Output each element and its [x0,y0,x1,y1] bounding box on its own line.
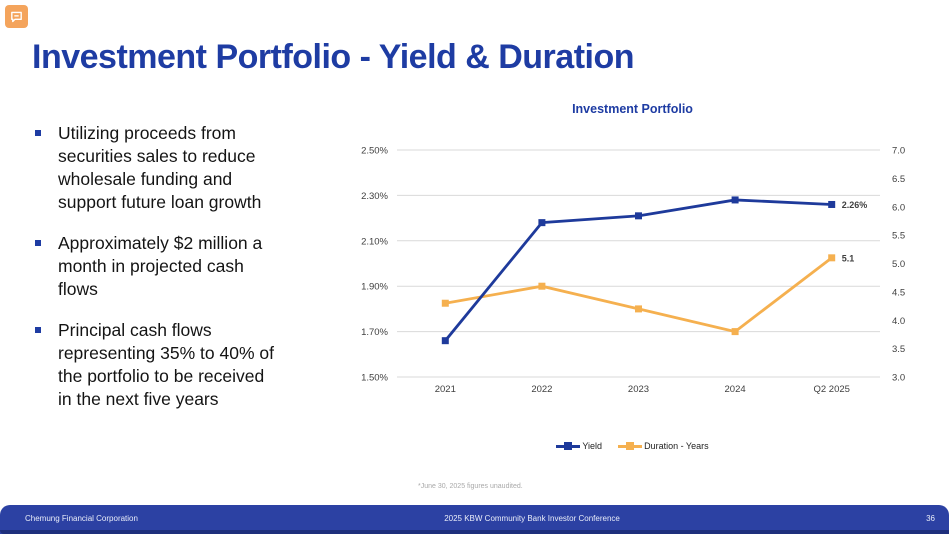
bullet-marker [35,327,41,333]
legend-label: Yield [582,441,603,451]
bullet-item: Principal cash flows representing 35% to… [35,319,355,411]
yield-line-swatch [556,442,581,450]
bullet-text: Principal cash flows representing 35% to… [58,320,274,409]
chart-legend: Yield Duration - Years [360,441,905,451]
footer-company: Chemung Financial Corporation [25,513,138,523]
svg-text:7.0: 7.0 [892,146,905,157]
svg-text:4.0: 4.0 [892,316,905,327]
bullet-text: Approximately $2 million a month in proj… [58,233,263,299]
bullet-marker [35,240,41,246]
svg-text:6.5: 6.5 [892,174,905,185]
svg-text:1.90%: 1.90% [361,282,388,293]
svg-text:5.0: 5.0 [892,259,905,270]
bullet-marker [35,130,41,136]
footnote: *June 30, 2025 figures unaudited. [418,483,523,490]
bullet-text: Utilizing proceeds from securities sales… [58,123,262,212]
svg-text:2.30%: 2.30% [361,191,388,202]
comment-icon[interactable] [5,5,28,28]
legend-label: Duration - Years [644,441,709,451]
line-chart: 2.50% 2.30% 2.10% 1.90% 1.70% 1.50% 7.0 6.5 6.0 5… [361,146,905,396]
footer-accent-strip [0,530,949,534]
footer-page-number: 36 [926,513,935,523]
legend-item-duration: Duration - Years [618,441,709,451]
svg-text:1.50%: 1.50% [361,373,388,384]
duration-line-swatch [618,442,643,450]
speech-bubble-icon [11,11,22,23]
svg-text:3.5: 3.5 [892,344,905,355]
svg-text:2022: 2022 [531,384,552,395]
svg-text:3.0: 3.0 [892,373,905,384]
svg-text:4.5: 4.5 [892,287,905,298]
legend-item-yield: Yield [556,441,602,451]
bullet-list: Utilizing proceeds from securities sales… [35,122,355,429]
svg-text:5.5: 5.5 [892,231,905,242]
footer-bar: Chemung Financial Corporation 2025 KBW C… [0,505,949,534]
chart-title: Investment Portfolio [572,102,693,116]
svg-text:Q2 2025: Q2 2025 [813,384,849,395]
svg-text:2.50%: 2.50% [361,146,388,157]
svg-text:2024: 2024 [725,384,746,395]
footer-conference: 2025 KBW Community Bank Investor Confere… [444,513,620,523]
svg-text:2.26%: 2.26% [842,200,868,210]
svg-text:2021: 2021 [435,384,456,395]
bullet-item: Utilizing proceeds from securities sales… [35,122,355,214]
svg-text:1.70%: 1.70% [361,327,388,338]
svg-text:5.1: 5.1 [842,253,855,263]
bullet-item: Approximately $2 million a month in proj… [35,232,355,301]
page-title: Investment Portfolio - Yield & Duration [32,38,635,76]
svg-text:6.0: 6.0 [892,202,905,213]
svg-text:2023: 2023 [628,384,649,395]
svg-text:2.10%: 2.10% [361,236,388,247]
